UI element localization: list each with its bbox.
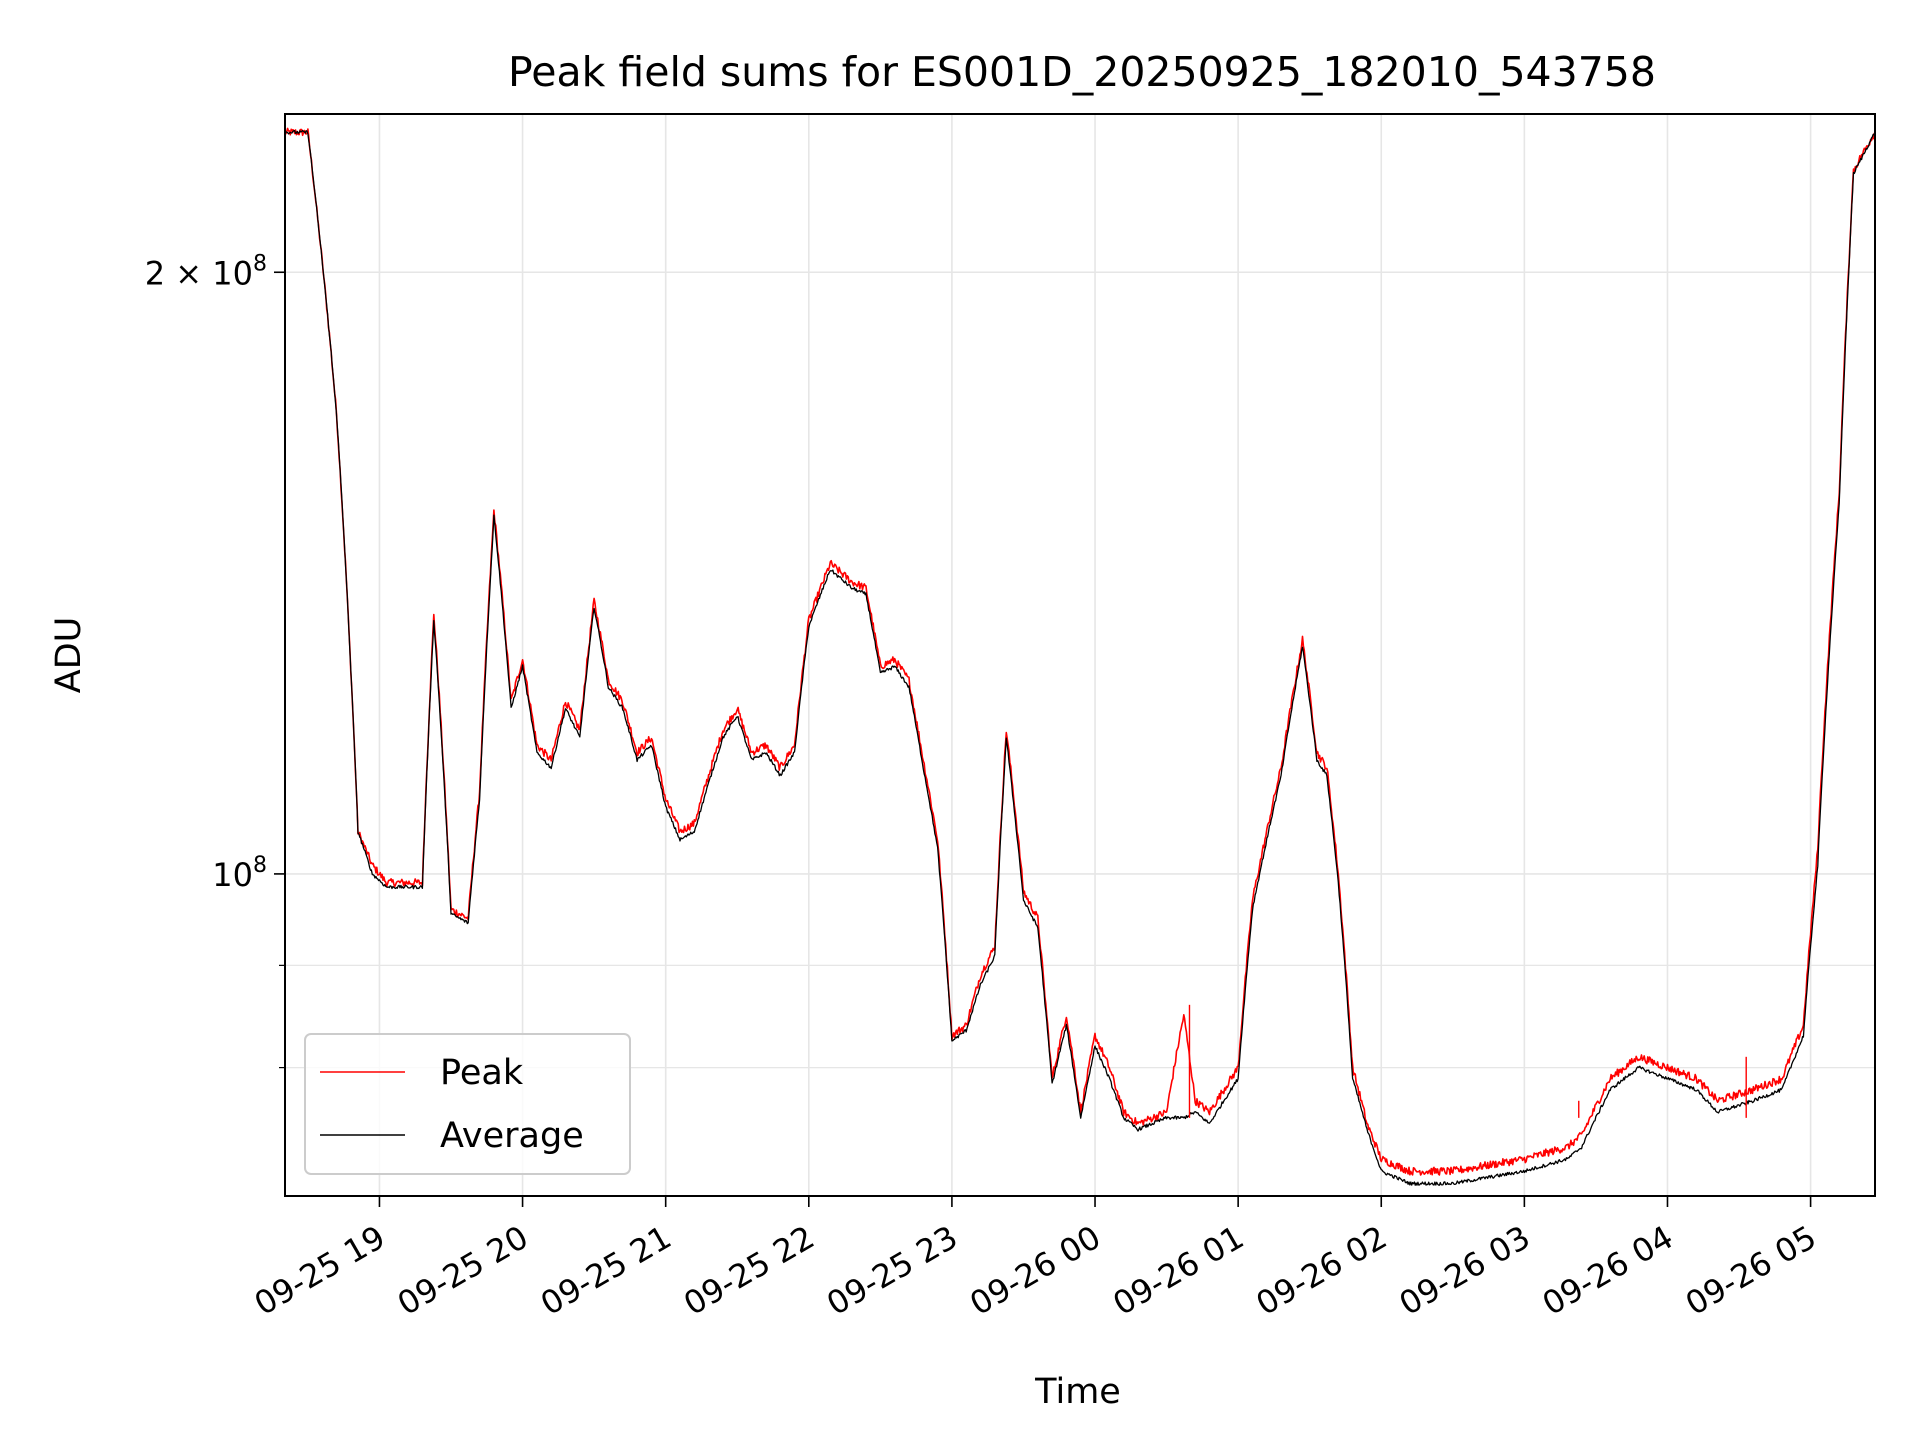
y-axis-label: ADU — [49, 617, 89, 694]
legend-label-average: Average — [440, 1116, 584, 1156]
plot-frame — [284, 113, 1876, 1197]
legend-box — [304, 1033, 631, 1175]
grid — [285, 114, 1875, 1196]
y-tick-label: 2 × 108 — [145, 251, 267, 292]
legend: Peak Average — [304, 1033, 631, 1175]
y-axis-ticks: 108 2 × 108 — [145, 251, 285, 1069]
legend-label-peak: Peak — [440, 1053, 524, 1093]
series-line-peak — [285, 127, 1875, 1176]
x-axis-label: Time — [1034, 1372, 1121, 1412]
y-tick-label: 108 — [212, 853, 267, 894]
plot-lines — [285, 127, 1875, 1186]
series-line-average — [285, 129, 1875, 1186]
chart-title: Peak field sums for ES001D_20250925_1820… — [508, 48, 1656, 96]
